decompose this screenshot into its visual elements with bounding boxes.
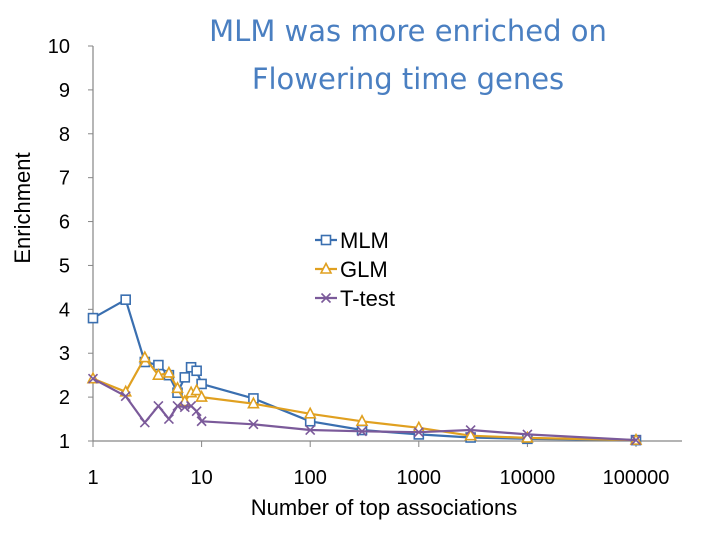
data-point-mlm bbox=[196, 378, 207, 390]
chart-title-line-2: Flowering time genes bbox=[252, 62, 564, 96]
y-tick-label: 1 bbox=[59, 431, 70, 453]
y-tick-label: 2 bbox=[59, 387, 70, 409]
y-axis-title: Enrichment bbox=[10, 152, 35, 263]
data-point-mlm bbox=[191, 365, 202, 377]
legend-marker bbox=[320, 292, 332, 304]
y-tick-label: 10 bbox=[48, 36, 70, 58]
data-point-t-test bbox=[356, 426, 368, 437]
legend: MLM GLM T-test bbox=[315, 228, 395, 311]
data-point-glm bbox=[152, 367, 165, 380]
x-axis-ticks: 1 10 100 1000 10000 100000 bbox=[87, 441, 669, 489]
data-point-t-test bbox=[139, 417, 150, 428]
data-point-mlm bbox=[179, 372, 191, 383]
legend-label: T-test bbox=[340, 286, 395, 311]
x-tick-label: 100000 bbox=[603, 467, 670, 489]
data-point-t-test bbox=[196, 416, 207, 427]
y-tick-label: 6 bbox=[59, 212, 70, 234]
data-point-glm bbox=[138, 350, 152, 363]
legend-item-mlm: MLM bbox=[315, 228, 389, 253]
x-tick-label: 1 bbox=[87, 467, 98, 489]
y-tick-label: 9 bbox=[59, 80, 70, 102]
y-tick-label: 3 bbox=[59, 343, 70, 365]
data-point-t-test bbox=[522, 429, 533, 440]
data-point-glm bbox=[247, 396, 260, 409]
data-point-glm bbox=[195, 389, 208, 402]
legend-label: GLM bbox=[340, 257, 388, 282]
data-point-t-test bbox=[465, 424, 476, 436]
y-tick-label: 5 bbox=[59, 255, 70, 277]
data-point-t-test bbox=[120, 391, 131, 402]
y-axis-ticks: 1 2 3 4 5 6 7 8 9 10 bbox=[48, 36, 93, 453]
legend-marker bbox=[319, 261, 333, 274]
data-point-t-test bbox=[163, 413, 174, 425]
data-point-t-test bbox=[630, 435, 642, 446]
x-axis-title: Number of top associations bbox=[251, 495, 518, 520]
x-tick-label: 100 bbox=[294, 467, 327, 489]
y-tick-label: 8 bbox=[59, 124, 70, 146]
legend-item-t-test: T-test bbox=[315, 286, 395, 311]
y-tick-label: 4 bbox=[59, 299, 70, 321]
data-point-glm bbox=[464, 428, 477, 441]
data-point-glm bbox=[190, 383, 203, 396]
series-group bbox=[86, 294, 643, 446]
data-point-glm bbox=[355, 414, 369, 427]
data-point-mlm bbox=[87, 312, 99, 324]
legend-marker bbox=[320, 234, 332, 246]
chart-title-line-1: MLM was more enriched on bbox=[209, 14, 607, 48]
data-point-t-test bbox=[305, 424, 316, 436]
data-point-mlm bbox=[120, 294, 131, 305]
y-tick-label: 7 bbox=[59, 168, 70, 190]
x-tick-label: 10000 bbox=[500, 467, 556, 489]
series-t-test bbox=[87, 373, 642, 446]
data-point-glm bbox=[303, 406, 317, 419]
data-point-t-test bbox=[413, 427, 424, 438]
legend-item-glm: GLM bbox=[315, 257, 388, 282]
x-tick-label: 1000 bbox=[397, 467, 442, 489]
data-point-t-test bbox=[248, 419, 259, 430]
x-tick-label: 10 bbox=[190, 467, 212, 489]
data-point-t-test bbox=[153, 400, 164, 411]
data-point-glm bbox=[162, 365, 176, 378]
data-point-t-test bbox=[87, 373, 99, 384]
data-point-glm bbox=[171, 381, 184, 394]
chart-title: MLM was more enriched on Flowering time g… bbox=[209, 14, 607, 96]
legend-label: MLM bbox=[340, 228, 389, 253]
data-point-t-test bbox=[191, 406, 202, 417]
data-point-mlm bbox=[356, 424, 368, 436]
